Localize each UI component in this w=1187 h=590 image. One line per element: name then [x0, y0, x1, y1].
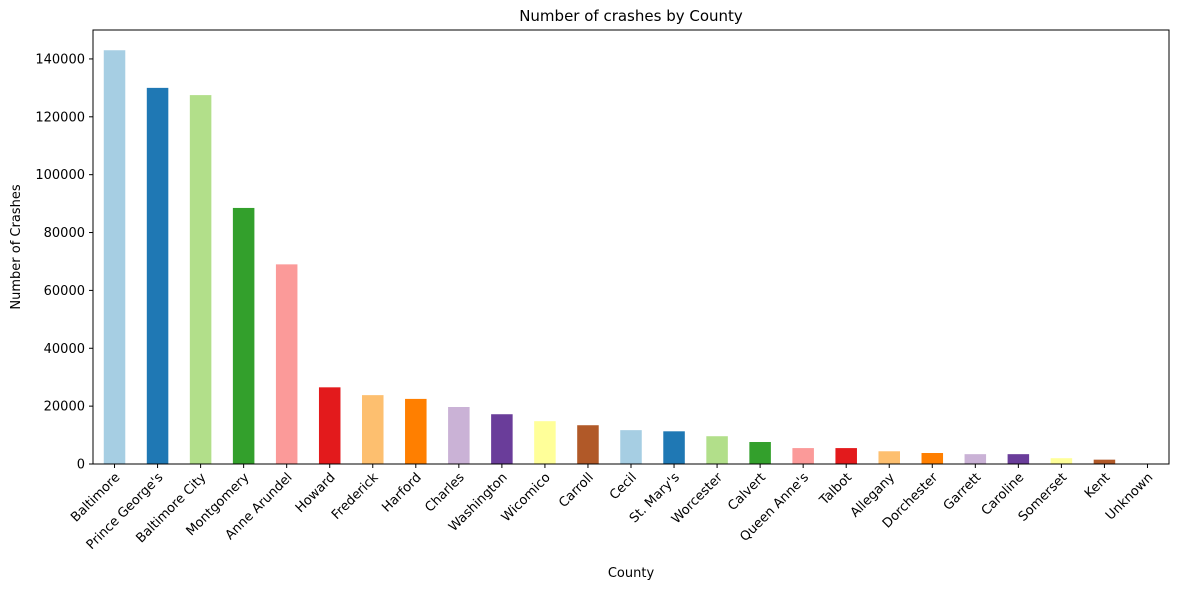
- bar-caroline: [1007, 454, 1030, 464]
- bar-dorchester: [921, 453, 944, 464]
- y-tick-label: 60000: [44, 284, 85, 299]
- bars-group: [103, 50, 1116, 465]
- bar-worcester: [706, 436, 728, 464]
- x-tick-label: Cecil: [607, 470, 640, 503]
- bar-queen-anne-s: [792, 448, 814, 464]
- y-tick-label: 0: [77, 458, 85, 473]
- bar-allegany: [878, 451, 900, 464]
- bar-baltimore-city: [189, 95, 212, 464]
- y-tick-label: 140000: [35, 52, 85, 67]
- bar-baltimore: [103, 50, 126, 464]
- bar-talbot: [835, 448, 857, 464]
- bar-charles: [448, 407, 470, 464]
- bar-calvert: [749, 442, 771, 464]
- bar-prince-george-s: [146, 87, 169, 465]
- y-tick-label: 100000: [35, 168, 85, 183]
- bar-st-mary-s: [663, 431, 685, 464]
- y-tick-label: 80000: [44, 226, 85, 241]
- y-tick-label: 120000: [35, 110, 85, 125]
- bar-anne-arundel: [275, 264, 298, 464]
- bar-montgomery: [232, 207, 255, 464]
- bar-carroll: [577, 425, 599, 464]
- x-tick-label: Calvert: [725, 470, 769, 514]
- x-tick-label: Prince George's: [84, 470, 167, 553]
- x-axis-title: County: [608, 566, 655, 581]
- bar-garrett: [964, 454, 987, 464]
- bar-wicomico: [534, 421, 556, 464]
- bar-harford: [405, 398, 427, 464]
- x-tick-label: Harford: [379, 470, 424, 515]
- chart-title: Number of crashes by County: [519, 7, 743, 25]
- bar-howard: [318, 387, 341, 464]
- bar-washington: [491, 414, 513, 464]
- y-tick-label: 20000: [44, 400, 85, 415]
- bar-cecil: [620, 430, 642, 464]
- y-tick-label: 40000: [44, 342, 85, 357]
- x-tick-label: Unknown: [1103, 470, 1156, 523]
- x-tick-label: Frederick: [329, 470, 382, 523]
- x-tick-label: Talbot: [816, 470, 855, 509]
- y-axis: 0 20000 40000 60000 80000 100000 120000 140000: [35, 52, 93, 473]
- plot-frame: [92, 29, 1170, 465]
- x-tick-label: Garrett: [941, 470, 984, 513]
- x-tick-label: Carroll: [556, 470, 597, 511]
- y-axis-title: Number of Crashes: [9, 184, 24, 309]
- bar-somerset: [1050, 458, 1073, 464]
- x-tick-label: Kent: [1082, 470, 1113, 501]
- bar-kent: [1093, 459, 1116, 464]
- bar-frederick: [362, 395, 384, 464]
